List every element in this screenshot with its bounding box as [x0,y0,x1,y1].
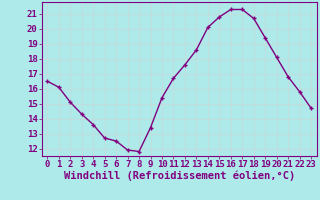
X-axis label: Windchill (Refroidissement éolien,°C): Windchill (Refroidissement éolien,°C) [64,171,295,181]
